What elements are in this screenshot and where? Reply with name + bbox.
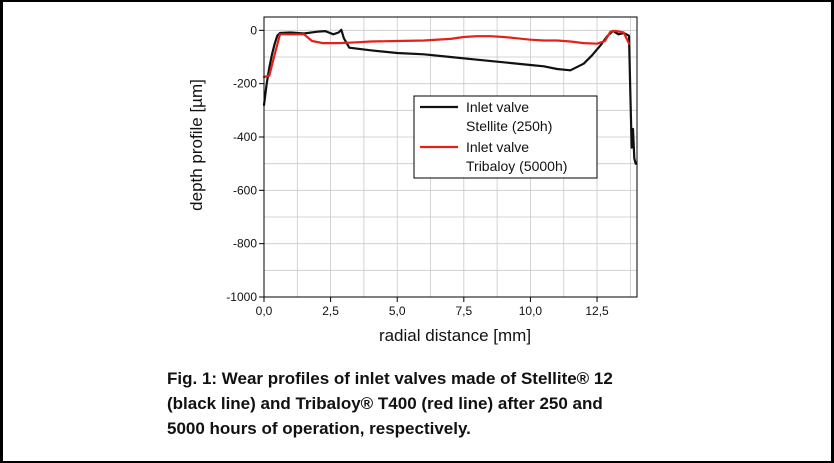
y-tick-label: -400 bbox=[233, 130, 257, 144]
caption-line-3: 5000 hours of operation, respectively. bbox=[167, 419, 471, 438]
caption-line-1: Fig. 1: Wear profiles of inlet valves ma… bbox=[167, 369, 613, 388]
x-tick-label: 12,5 bbox=[585, 304, 609, 318]
series-line-tribaloy bbox=[262, 29, 631, 79]
figure-caption: Fig. 1: Wear profiles of inlet valves ma… bbox=[167, 366, 727, 441]
legend-label: Inlet valve bbox=[466, 139, 529, 155]
legend-label: Inlet valve bbox=[466, 99, 529, 115]
y-axis-label: depth profile [µm] bbox=[187, 79, 206, 211]
caption-line-2: (black line) and Tribaloy® T400 (red lin… bbox=[167, 394, 603, 413]
y-tick-label: -200 bbox=[233, 77, 257, 91]
legend: Inlet valve Stellite (250h) Inlet valve Tri… bbox=[413, 95, 598, 179]
y-tick-label: 0 bbox=[250, 23, 257, 37]
series-line-stellite bbox=[262, 28, 637, 165]
plot-area bbox=[263, 16, 638, 298]
x-tick-label: 5,0 bbox=[389, 304, 406, 318]
x-tick-label: 2,5 bbox=[322, 304, 339, 318]
x-tick-label: 7,5 bbox=[455, 304, 472, 318]
axis-ticks: 0,0 2,5 5,0 7,5 10,0 12,5 0 -200 -400 -600 -800 -10… bbox=[226, 23, 609, 318]
legend-label: Stellite (250h) bbox=[466, 118, 552, 134]
x-tick-label: 0,0 bbox=[256, 304, 273, 318]
legend-label: Tribaloy (5000h) bbox=[466, 158, 567, 174]
x-tick-label: 10,0 bbox=[519, 304, 543, 318]
x-axis-label: radial distance [mm] bbox=[379, 326, 531, 345]
y-tick-label: -600 bbox=[233, 183, 257, 197]
y-tick-label: -800 bbox=[233, 237, 257, 251]
legend-box bbox=[413, 95, 598, 179]
series-layer bbox=[262, 28, 637, 165]
y-tick-label: -1000 bbox=[226, 290, 257, 304]
